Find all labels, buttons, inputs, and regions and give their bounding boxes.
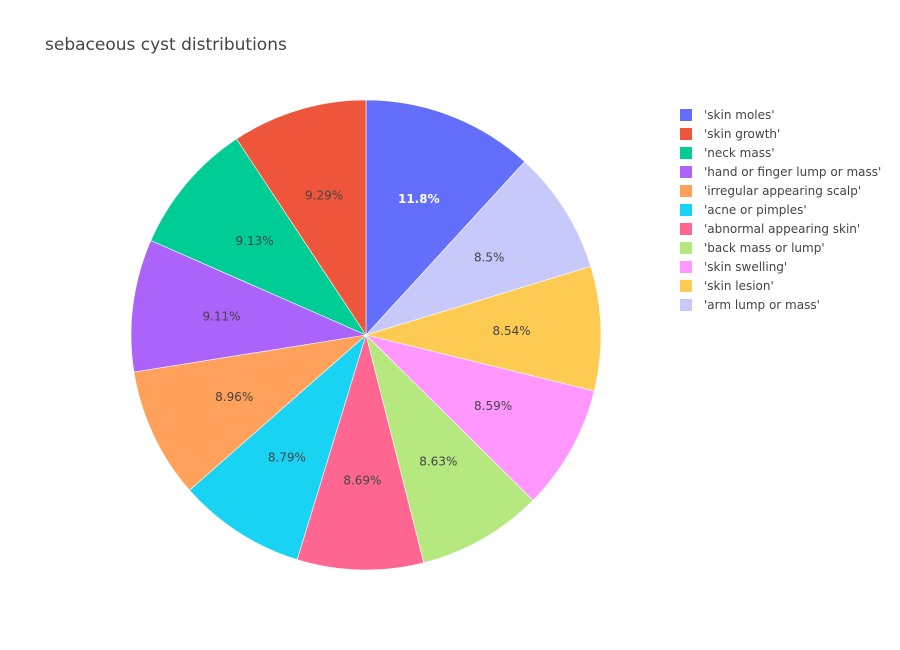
legend-label: 'skin growth' (704, 127, 780, 141)
legend-swatch (680, 261, 692, 273)
legend-label: 'skin moles' (704, 108, 775, 122)
legend-item-neck-mass[interactable]: 'neck mass' (680, 146, 775, 160)
legend-label: 'arm lump or mass' (704, 298, 820, 312)
legend-label: 'skin lesion' (704, 279, 774, 293)
pie-slice-skin-swelling[interactable] (365, 334, 595, 501)
legend-label: 'irregular appearing scalp' (704, 184, 861, 198)
legend-label: 'neck mass' (704, 146, 775, 160)
slice-label-hand-or-finger-lump-or-mass: 9.11% (202, 309, 240, 323)
pie-slice-skin-growth[interactable] (236, 99, 367, 336)
legend-item-back-mass-or-lump[interactable]: 'back mass or lump' (680, 241, 825, 255)
pie-slice-abnormal-appearing-skin[interactable] (296, 333, 425, 571)
slice-label-skin-lesion: 8.54% (493, 324, 531, 338)
slice-label-back-mass-or-lump: 8.63% (419, 455, 457, 469)
legend: 'skin moles' 'skin growth' 'neck mass' 'han… (680, 108, 881, 312)
pie-slice-neck-mass[interactable] (150, 138, 367, 336)
pie-slice-back-mass-or-lump[interactable] (365, 334, 534, 564)
legend-item-skin-moles[interactable]: 'skin moles' (680, 108, 775, 122)
legend-swatch (680, 280, 692, 292)
legend-item-irregular-appearing-scalp[interactable]: 'irregular appearing scalp' (680, 184, 861, 198)
slice-labels: 11.8% 8.5% 8.54% 8.59% 8.63% 8.69% 8.79% 8.96% 9… (202, 189, 530, 488)
slice-label-neck-mass: 9.13% (236, 234, 274, 248)
legend-label: 'acne or pimples' (704, 203, 807, 217)
pie-slice-skin-lesion[interactable] (364, 266, 602, 392)
legend-label: 'back mass or lump' (704, 241, 825, 255)
legend-item-skin-lesion[interactable]: 'skin lesion' (680, 279, 774, 293)
legend-swatch (680, 166, 692, 178)
legend-item-arm-lump-or-mass[interactable]: 'arm lump or mass' (680, 298, 820, 312)
legend-swatch (680, 109, 692, 121)
legend-swatch (680, 185, 692, 197)
legend-label: 'skin swelling' (704, 260, 787, 274)
slice-label-irregular-appearing-scalp: 8.96% (215, 390, 253, 404)
legend-swatch (680, 242, 692, 254)
pie-slice-acne-or-pimples[interactable] (189, 334, 367, 561)
slice-label-skin-moles: 11.8% (398, 192, 440, 206)
legend-label: 'hand or finger lump or mass' (704, 165, 881, 179)
legend-item-acne-or-pimples[interactable]: 'acne or pimples' (680, 203, 807, 217)
legend-swatch (680, 204, 692, 216)
pie-slice-hand-or-finger-lump-or-mass[interactable] (130, 240, 368, 373)
slice-label-skin-swelling: 8.59% (474, 399, 512, 413)
legend-swatch (680, 147, 692, 159)
slice-label-abnormal-appearing-skin: 8.69% (343, 474, 381, 488)
legend-swatch (680, 128, 692, 140)
pie-slice-arm-lump-or-mass[interactable] (365, 161, 592, 336)
slice-label-skin-growth: 9.29% (305, 189, 343, 203)
legend-item-skin-growth[interactable]: 'skin growth' (680, 127, 780, 141)
legend-item-skin-swelling[interactable]: 'skin swelling' (680, 260, 787, 274)
pie-slices (130, 99, 602, 571)
slice-label-acne-or-pimples: 8.79% (268, 450, 306, 464)
pie-slice-irregular-appearing-scalp[interactable] (133, 334, 367, 491)
legend-item-abnormal-appearing-skin[interactable]: 'abnormal appearing skin' (680, 222, 860, 236)
legend-item-hand-or-finger-lump-or-mass[interactable]: 'hand or finger lump or mass' (680, 165, 881, 179)
pie-slice-skin-moles[interactable] (365, 99, 526, 336)
chart-title: sebaceous cyst distributions (45, 35, 287, 55)
slice-label-arm-lump-or-mass: 8.5% (474, 250, 505, 264)
legend-swatch (680, 223, 692, 235)
legend-swatch (680, 299, 692, 311)
legend-label: 'abnormal appearing skin' (704, 222, 860, 236)
